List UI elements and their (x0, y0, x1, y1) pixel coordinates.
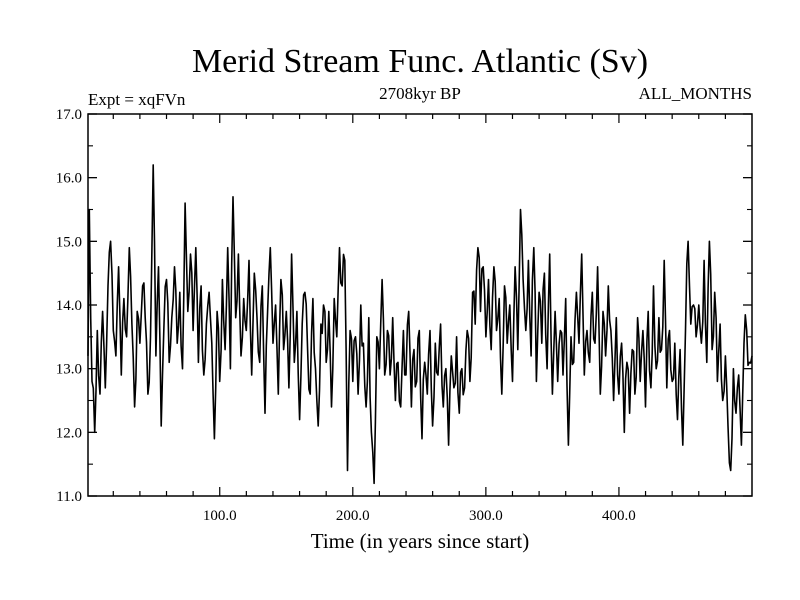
y-tick-label: 14.0 (56, 298, 82, 314)
x-tick-label: 400.0 (602, 508, 636, 524)
x-axis: 100.0 200.0 300.0 400.0 (112, 114, 726, 524)
y-tick-label: 13.0 (56, 362, 82, 378)
y-tick-label: 15.0 (56, 234, 82, 250)
expt-label: Expt = xqFVn (88, 90, 186, 109)
y-tick-label: 17.0 (56, 107, 82, 123)
series-line (87, 164, 753, 485)
epoch-label: 2708kyr BP (379, 84, 461, 103)
plot-frame (87, 113, 753, 497)
y-tick-label: 16.0 (56, 171, 82, 187)
months-label: ALL_MONTHS (639, 84, 752, 103)
x-tick-label: 100.0 (203, 508, 237, 524)
y-tick-label: 12.0 (56, 425, 82, 441)
chart-title: Merid Stream Func. Atlantic (Sv) (192, 43, 648, 80)
x-axis-label: Time (in years since start) (311, 529, 530, 553)
y-tick-label: 11.0 (56, 489, 82, 505)
x-tick-label: 200.0 (336, 508, 370, 524)
x-tick-label: 300.0 (469, 508, 503, 524)
